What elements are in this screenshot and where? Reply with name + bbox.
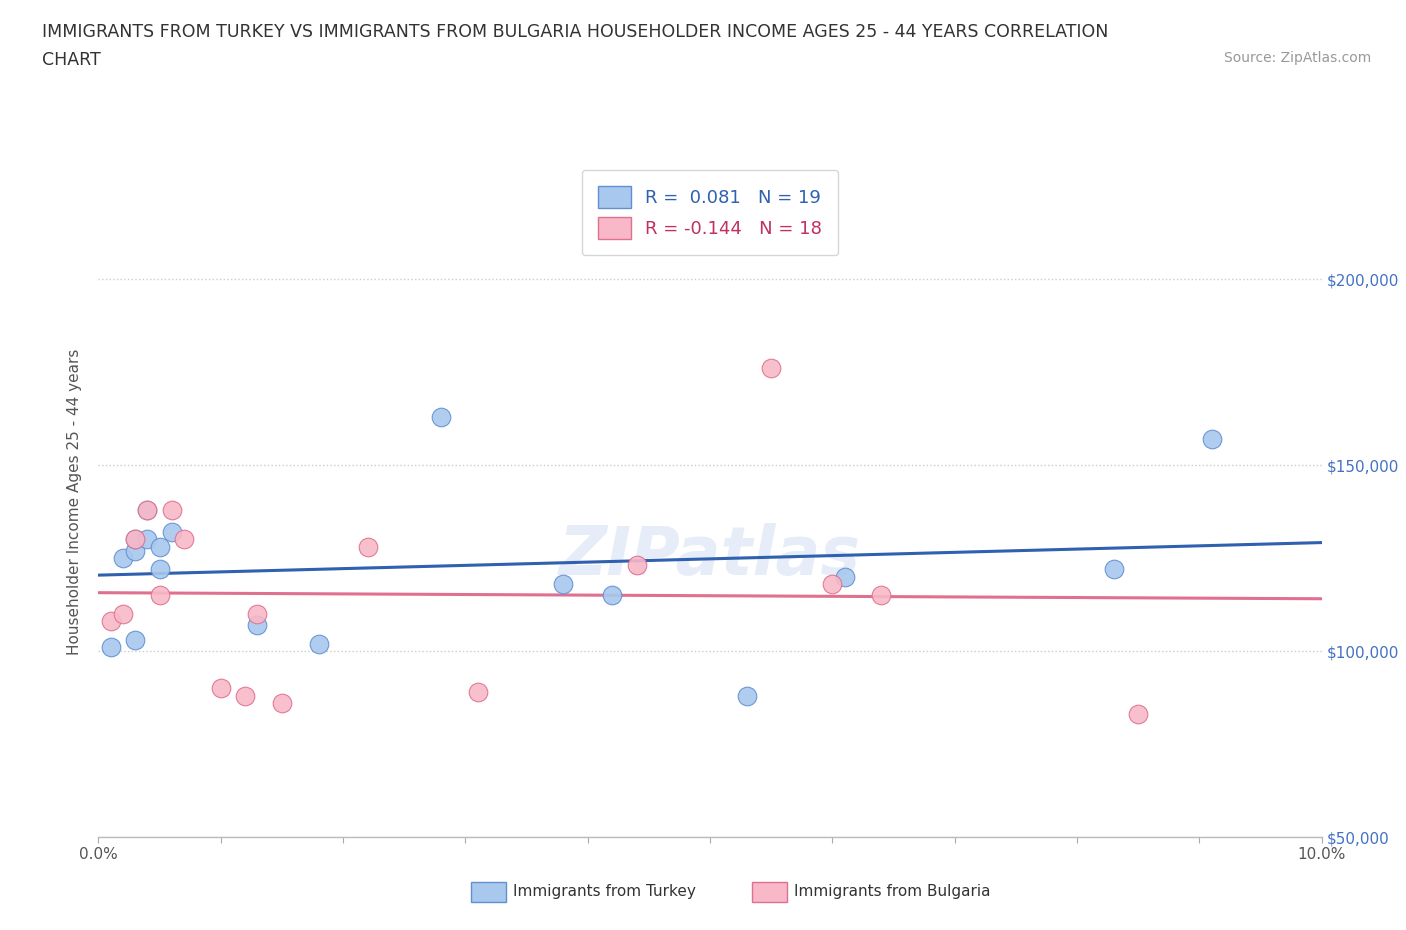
Text: IMMIGRANTS FROM TURKEY VS IMMIGRANTS FROM BULGARIA HOUSEHOLDER INCOME AGES 25 - : IMMIGRANTS FROM TURKEY VS IMMIGRANTS FRO… xyxy=(42,23,1108,41)
Point xyxy=(111,606,134,621)
Point xyxy=(1201,432,1223,446)
Text: CHART: CHART xyxy=(42,51,101,69)
Point xyxy=(467,684,489,699)
Point xyxy=(308,636,330,651)
Point xyxy=(124,532,146,547)
Point xyxy=(626,558,648,573)
Point xyxy=(149,588,172,603)
Point xyxy=(834,569,856,584)
Legend: R =  0.081   N = 19, R = -0.144   N = 18: R = 0.081 N = 19, R = -0.144 N = 18 xyxy=(582,170,838,256)
Point xyxy=(209,681,232,696)
Text: Immigrants from Bulgaria: Immigrants from Bulgaria xyxy=(794,884,991,899)
Point xyxy=(870,588,893,603)
Point xyxy=(160,525,183,539)
Point xyxy=(553,577,575,591)
Point xyxy=(759,361,782,376)
Text: Immigrants from Turkey: Immigrants from Turkey xyxy=(513,884,696,899)
Point xyxy=(246,618,269,632)
Point xyxy=(430,409,453,424)
Text: ZIPatlas: ZIPatlas xyxy=(560,523,860,589)
Point xyxy=(233,688,256,703)
Point xyxy=(149,539,172,554)
Point xyxy=(136,502,159,517)
Point xyxy=(124,543,146,558)
Point xyxy=(111,551,134,565)
Point xyxy=(149,562,172,577)
Point xyxy=(173,532,195,547)
Point xyxy=(136,532,159,547)
Point xyxy=(821,577,844,591)
Text: Source: ZipAtlas.com: Source: ZipAtlas.com xyxy=(1223,51,1371,65)
Point xyxy=(735,688,758,703)
Point xyxy=(1128,707,1150,722)
Y-axis label: Householder Income Ages 25 - 44 years: Householder Income Ages 25 - 44 years xyxy=(67,349,83,656)
Point xyxy=(1102,562,1125,577)
Point xyxy=(160,502,183,517)
Point xyxy=(100,614,122,629)
Point xyxy=(600,588,623,603)
Point xyxy=(100,640,122,655)
Point xyxy=(246,606,269,621)
Point xyxy=(356,539,378,554)
Point xyxy=(136,502,159,517)
Point xyxy=(124,532,146,547)
Point xyxy=(270,696,292,711)
Point xyxy=(124,632,146,647)
